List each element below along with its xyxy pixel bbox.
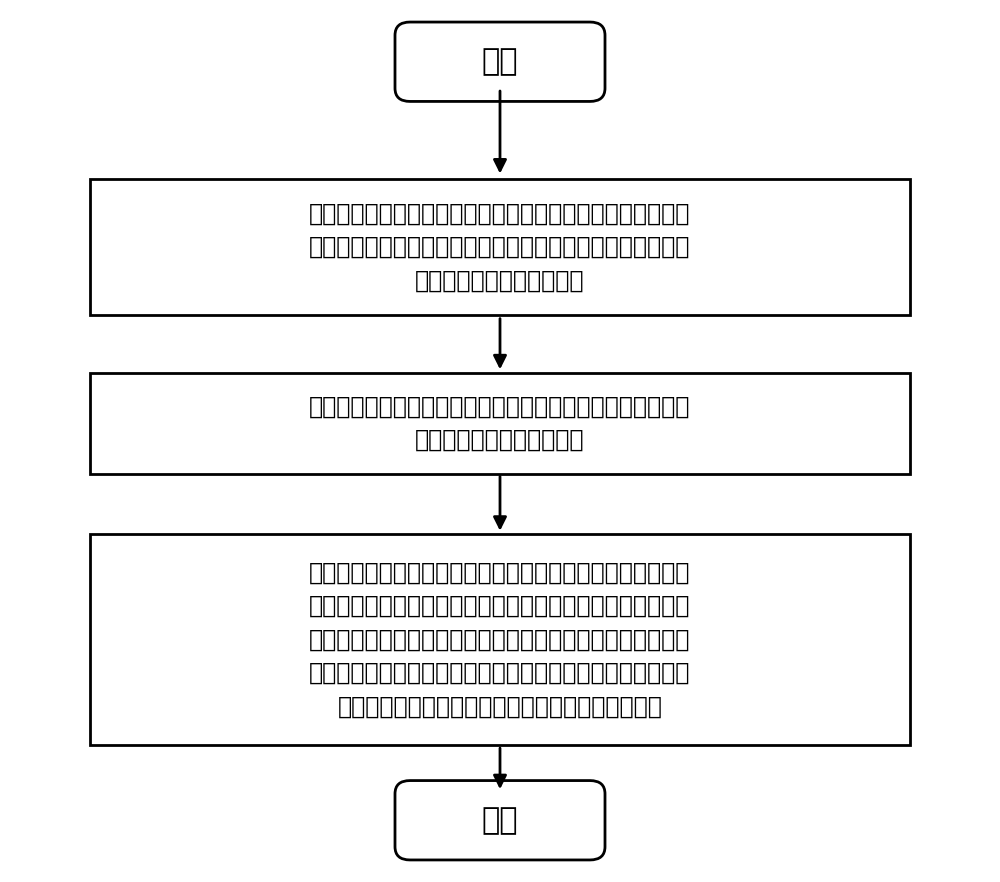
Text: 保持振动控制谱为梯形谱不变的裁剪原则，改变多轴振动每个
方向上的振动均方根值大小: 保持振动控制谱为梯形谱不变的裁剪原则，改变多轴振动每个 方向上的振动均方根值大小: [309, 394, 691, 452]
Text: 开始: 开始: [482, 48, 518, 76]
FancyBboxPatch shape: [90, 372, 910, 475]
Text: 将单轴振动中每个方向上试验条件施加到多轴振动对应方向上
，根据裁剪原则，改变多轴振动每个方向上的试验条件，得到
多轴同时振动时的试验条件: 将单轴振动中每个方向上试验条件施加到多轴振动对应方向上 ，根据裁剪原则，改变多轴…: [309, 201, 691, 293]
FancyBboxPatch shape: [90, 534, 910, 745]
Text: 确定关键点，提取所述关键点在每个单轴振动时对应方向的加
速度响应均方根值与多轴同时振动时该所述关键点处的每个方
向加速度响应均方根值，根据试验件，计算多轴同时振: 确定关键点，提取所述关键点在每个单轴振动时对应方向的加 速度响应均方根值与多轴同…: [309, 560, 691, 719]
FancyBboxPatch shape: [90, 178, 910, 316]
Text: 结束: 结束: [482, 806, 518, 834]
FancyBboxPatch shape: [395, 781, 605, 860]
FancyBboxPatch shape: [395, 22, 605, 101]
